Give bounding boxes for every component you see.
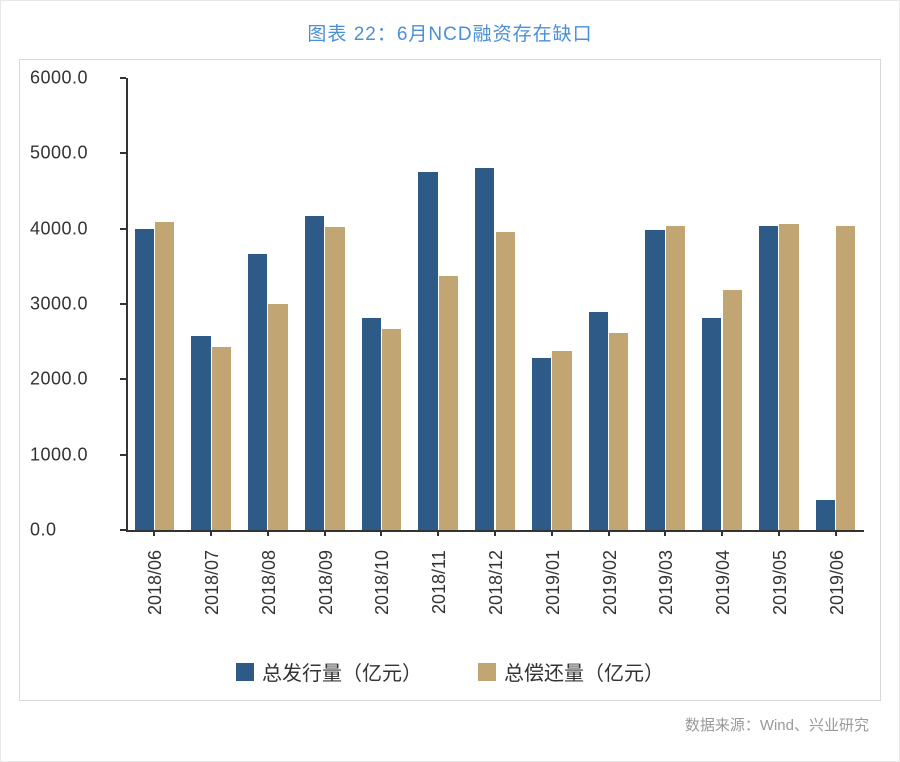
x-tick (153, 530, 155, 536)
x-tick-label: 2018/12 (486, 550, 507, 615)
x-tick (721, 530, 723, 536)
x-tick-label: 2018/10 (372, 550, 393, 615)
bar (552, 351, 571, 530)
category-slot (410, 78, 467, 530)
y-tick-label: 1000.0 (30, 444, 88, 465)
category-slot (126, 78, 183, 530)
legend-swatch (236, 663, 254, 681)
category-slot (580, 78, 637, 530)
bar (645, 230, 664, 530)
plot-area (126, 78, 864, 530)
y-tick-label: 3000.0 (30, 294, 88, 315)
category-slot (240, 78, 297, 530)
y-tick-label: 6000.0 (30, 68, 88, 89)
x-tick-label: 2018/07 (202, 550, 223, 615)
x-tick (210, 530, 212, 536)
bar (702, 318, 721, 530)
category-slot (353, 78, 410, 530)
x-tick-label: 2019/01 (543, 550, 564, 615)
legend: 总发行量（亿元） 总偿还量（亿元） (20, 657, 880, 686)
x-tick-label: 2019/04 (713, 550, 734, 615)
bar (325, 227, 344, 530)
x-tick (494, 530, 496, 536)
x-tick (437, 530, 439, 536)
bar (666, 226, 685, 530)
bar (475, 168, 494, 530)
x-tick-label: 2018/11 (429, 550, 450, 614)
category-slot (183, 78, 240, 530)
chart-panel: 0.0 1000.0 2000.0 3000.0 4000.0 5000.0 6000.0 2… (19, 59, 881, 701)
x-tick (835, 530, 837, 536)
bar (609, 333, 628, 530)
category-slot (637, 78, 694, 530)
bar (439, 276, 458, 530)
x-tick-label: 2019/06 (827, 550, 848, 615)
bar (418, 172, 437, 530)
legend-label: 总发行量（亿元） (262, 657, 422, 686)
bar (248, 254, 267, 530)
legend-item: 总偿还量（亿元） (478, 657, 664, 686)
bar (155, 222, 174, 530)
category-slot (694, 78, 751, 530)
category-slot (750, 78, 807, 530)
x-tick (324, 530, 326, 536)
y-tick-label: 5000.0 (30, 143, 88, 164)
bar (816, 500, 835, 530)
bar (212, 347, 231, 530)
x-tick-label: 2019/03 (656, 550, 677, 615)
category-slot (296, 78, 353, 530)
category-slot (807, 78, 864, 530)
bar (191, 336, 210, 530)
legend-item: 总发行量（亿元） (236, 657, 422, 686)
bar (268, 304, 287, 530)
bar (779, 224, 798, 530)
x-tick (778, 530, 780, 536)
x-tick-label: 2018/06 (145, 550, 166, 615)
bar (135, 229, 154, 530)
x-tick-label: 2019/02 (600, 550, 621, 615)
bar (589, 312, 608, 530)
x-tick (551, 530, 553, 536)
x-tick-label: 2019/05 (770, 550, 791, 615)
bar (759, 226, 778, 530)
source-note: 数据来源：Wind、兴业研究 (685, 714, 869, 735)
bar (382, 329, 401, 530)
plot: 0.0 1000.0 2000.0 3000.0 4000.0 5000.0 6000.0 2… (20, 60, 880, 700)
x-tick (267, 530, 269, 536)
x-tick (608, 530, 610, 536)
chart-title: 图表 22：6月NCD融资存在缺口 (1, 1, 899, 60)
x-tick (664, 530, 666, 536)
y-tick-label: 4000.0 (30, 218, 88, 239)
bar (532, 358, 551, 530)
legend-label: 总偿还量（亿元） (504, 657, 664, 686)
x-tick-label: 2018/09 (316, 550, 337, 615)
figure-container: 图表 22：6月NCD融资存在缺口 0.0 1000.0 2000.0 3000.0 4… (0, 0, 900, 762)
bar (836, 226, 855, 530)
y-tick-label: 0.0 (30, 520, 57, 541)
bar (723, 290, 742, 530)
category-slot (523, 78, 580, 530)
legend-swatch (478, 663, 496, 681)
x-tick (380, 530, 382, 536)
category-slot (467, 78, 524, 530)
bar (305, 216, 324, 530)
bar (362, 318, 381, 530)
y-tick-label: 2000.0 (30, 369, 88, 390)
bar (496, 232, 515, 530)
x-tick-label: 2018/08 (259, 550, 280, 615)
